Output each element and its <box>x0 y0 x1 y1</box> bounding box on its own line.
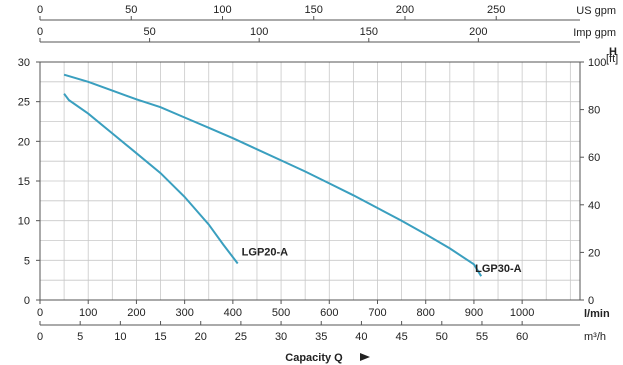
y-right-label: H <box>609 46 617 58</box>
x-tick-label: 200 <box>127 307 145 319</box>
y-left-tick-label: 10 <box>18 216 30 228</box>
m3h-tick-label: 15 <box>154 331 166 343</box>
y-right-tick-label: 80 <box>588 105 600 117</box>
y-right-tick-label: 100 <box>588 57 606 69</box>
x-unit: l/min <box>584 308 610 320</box>
top-axis-tick-label: 250 <box>487 4 505 16</box>
series-lines <box>63 73 483 277</box>
labels: LGP20-A LGP30-A <box>242 247 522 276</box>
y-right-unit: [ft] <box>606 53 618 65</box>
m3h-tick-label: 50 <box>436 331 448 343</box>
m3h-tick-label: 0 <box>37 331 43 343</box>
y-right-tick-label: 60 <box>588 152 600 164</box>
series-label-lgp30-a: LGP30-A <box>475 263 522 275</box>
x-tick-label: 1000 <box>510 307 534 319</box>
x-tick-label: 100 <box>79 307 97 319</box>
top-axis-tick-label: 200 <box>469 26 487 38</box>
x-axis-title: Capacity Q <box>285 352 343 364</box>
m3h-tick-label: 5 <box>77 331 83 343</box>
m3h-tick-label: 25 <box>235 331 247 343</box>
m3h-tick-label: 40 <box>355 331 367 343</box>
y-left-tick-label: 5 <box>24 255 30 267</box>
x-tick-label: 300 <box>175 307 193 319</box>
y-left-tick-label: 0 <box>24 295 30 307</box>
top-axis-tick-label: 100 <box>250 26 268 38</box>
y-right-tick-label: 20 <box>588 247 600 259</box>
y-left-tick-label: 30 <box>18 57 30 69</box>
series-label-lgp20-a: LGP20-A <box>242 247 289 259</box>
m3h-tick-label: 10 <box>114 331 126 343</box>
y-left-tick-label: 15 <box>18 176 30 188</box>
m3h-tick-label: 30 <box>275 331 287 343</box>
x-tick-label: 800 <box>417 307 435 319</box>
top-axis-tick-label: 150 <box>360 26 378 38</box>
top-axis-tick-label: 200 <box>396 4 414 16</box>
top-axis-tick-label: 50 <box>143 26 155 38</box>
top-axis-tick-label: 150 <box>305 4 323 16</box>
y-right-tick-label: 40 <box>588 200 600 212</box>
x-tick-label: 700 <box>368 307 386 319</box>
m3h-tick-label: 35 <box>315 331 327 343</box>
capacity-arrow-icon <box>360 353 370 361</box>
x-tick-label: 0 <box>37 307 43 319</box>
x-tick-label: 900 <box>465 307 483 319</box>
x-tick-label: 500 <box>272 307 290 319</box>
y-left-tick-label: 25 <box>18 97 30 109</box>
x-tick-label: 600 <box>320 307 338 319</box>
top-axis-tick-label: 50 <box>125 4 137 16</box>
top-axis-unit: Imp gpm <box>573 27 616 39</box>
series-line-lgp30-a <box>63 73 483 277</box>
top-axis-unit: US gpm <box>576 5 616 17</box>
m3h-tick-label: 55 <box>476 331 488 343</box>
m3h-unit: m³/h <box>584 331 606 343</box>
x-tick-label: 400 <box>224 307 242 319</box>
m3h-tick-label: 60 <box>516 331 528 343</box>
top-axis-tick-label: 100 <box>213 4 231 16</box>
top-axis-tick-label: 0 <box>37 26 43 38</box>
m3h-tick-label: 20 <box>195 331 207 343</box>
y-right-tick-label: 0 <box>588 295 594 307</box>
m3h-tick-label: 45 <box>395 331 407 343</box>
top-axis-tick-label: 0 <box>37 4 43 16</box>
series-line-lgp20-a <box>63 93 239 265</box>
grid <box>39 61 580 301</box>
y-left-tick-label: 20 <box>18 136 30 148</box>
